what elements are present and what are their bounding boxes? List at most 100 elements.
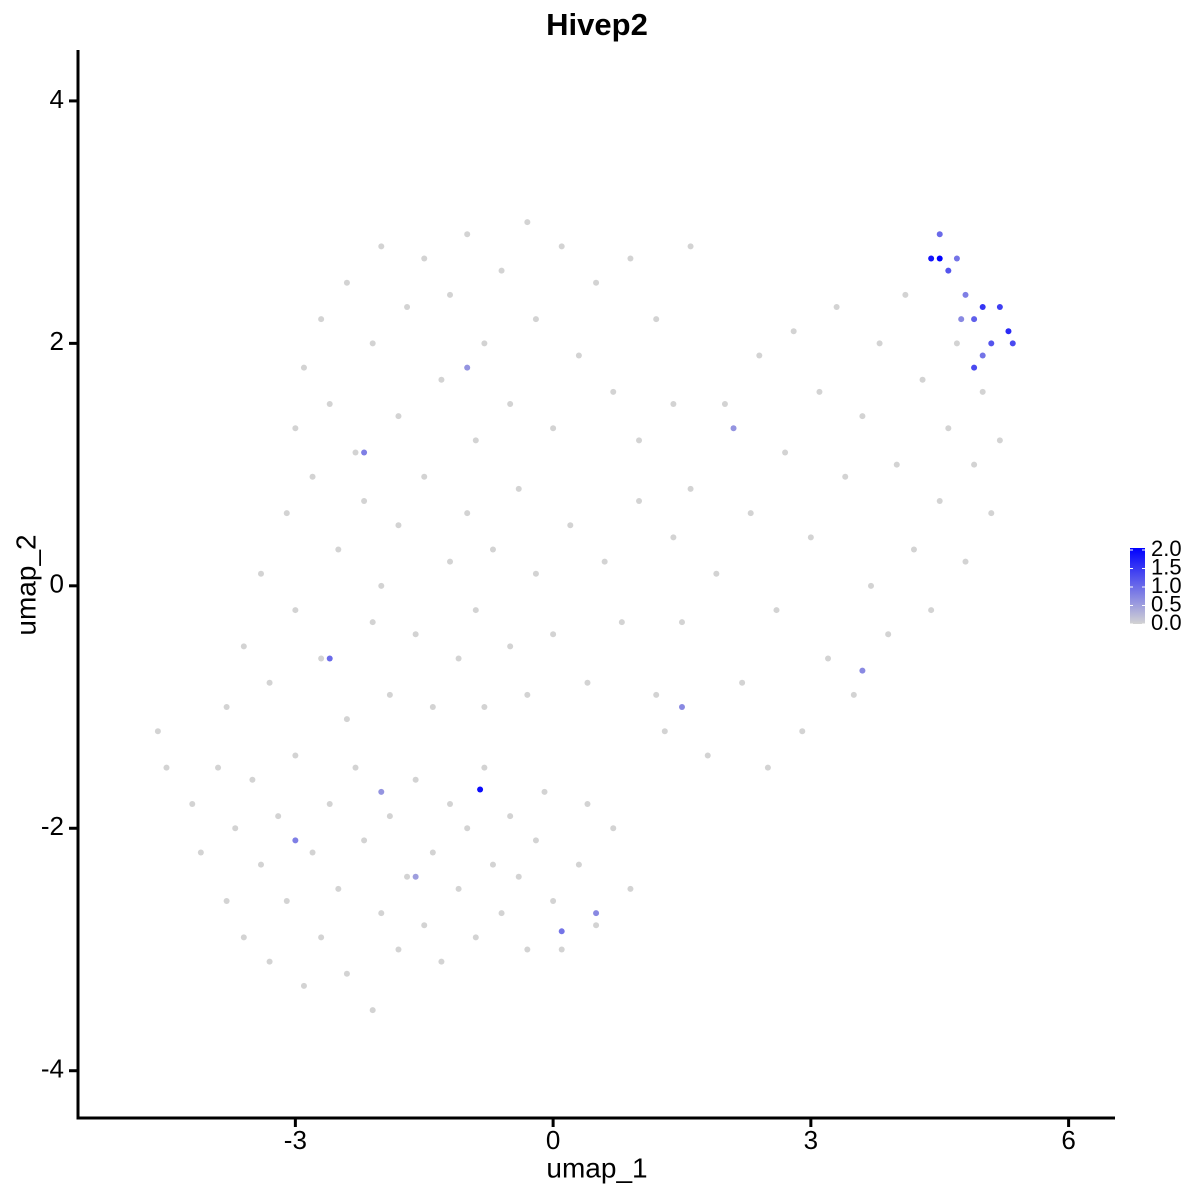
point: [249, 776, 256, 783]
point: [507, 400, 514, 407]
point: [618, 619, 625, 626]
point: [343, 716, 350, 723]
point: [730, 425, 737, 432]
point: [953, 340, 960, 347]
point: [636, 437, 643, 444]
point: [292, 837, 299, 844]
point: [885, 631, 892, 638]
point: [842, 473, 849, 480]
point: [258, 570, 264, 577]
point: [378, 910, 385, 917]
point: [378, 788, 385, 795]
point: [154, 728, 161, 735]
point: [593, 910, 600, 917]
point: [326, 801, 333, 808]
point: [447, 558, 454, 565]
point: [928, 607, 935, 614]
point: [541, 788, 548, 795]
point: [318, 655, 325, 662]
point: [352, 449, 359, 456]
point: [816, 388, 823, 395]
point: [335, 546, 342, 553]
point: [928, 255, 935, 262]
point: [352, 764, 359, 771]
point: [1009, 340, 1016, 347]
point: [979, 388, 986, 395]
point: [464, 510, 471, 517]
point: [258, 861, 264, 868]
point: [721, 400, 728, 407]
point: [868, 582, 874, 589]
point: [988, 510, 995, 517]
point: [498, 267, 505, 274]
point: [610, 388, 617, 395]
point: [524, 219, 531, 226]
point: [498, 910, 505, 917]
point: [807, 534, 814, 541]
point: [713, 570, 720, 577]
point: [756, 352, 763, 359]
point: [567, 522, 574, 529]
x-tick-label: 3: [804, 1125, 818, 1155]
colorbar-label: 2.0: [1151, 536, 1182, 561]
point: [799, 728, 806, 735]
point: [404, 303, 411, 310]
point: [318, 316, 325, 323]
point: [670, 534, 677, 541]
point: [532, 316, 539, 323]
point: [464, 231, 471, 238]
point: [610, 825, 617, 832]
point: [739, 679, 746, 686]
point: [197, 849, 204, 856]
point: [593, 922, 600, 929]
point: [455, 885, 462, 892]
point: [455, 655, 462, 662]
point: [472, 437, 479, 444]
point: [507, 813, 514, 820]
point: [343, 970, 350, 977]
point: [747, 510, 754, 517]
y-tick-label: -2: [41, 811, 64, 841]
point: [361, 837, 368, 844]
point: [936, 231, 943, 238]
point: [678, 619, 685, 626]
point: [421, 473, 428, 480]
point: [464, 825, 471, 832]
point: [472, 934, 479, 941]
point: [859, 667, 866, 674]
point: [275, 813, 282, 820]
point: [627, 255, 634, 262]
point: [558, 946, 565, 953]
point: [429, 849, 436, 856]
point: [550, 898, 557, 905]
point: [223, 898, 230, 905]
x-tick-label: 0: [546, 1125, 560, 1155]
colorbar-label: 1.5: [1151, 554, 1182, 579]
point: [378, 582, 385, 589]
x-axis-title: umap_1: [546, 1152, 647, 1183]
point: [902, 291, 909, 298]
point: [335, 885, 342, 892]
point: [979, 303, 986, 310]
point: [979, 352, 986, 359]
point: [489, 546, 496, 553]
point: [326, 655, 333, 662]
point: [395, 522, 402, 529]
point: [300, 982, 307, 989]
point: [421, 922, 428, 929]
point: [558, 243, 565, 250]
point: [962, 291, 969, 298]
point: [919, 376, 926, 383]
point: [636, 497, 643, 504]
point: [472, 607, 479, 614]
point: [438, 958, 445, 965]
point: [893, 461, 900, 468]
point: [532, 570, 539, 577]
point: [833, 303, 840, 310]
point: [558, 928, 565, 935]
point: [653, 316, 660, 323]
point: [395, 413, 402, 420]
point: [412, 776, 419, 783]
point: [507, 643, 514, 650]
